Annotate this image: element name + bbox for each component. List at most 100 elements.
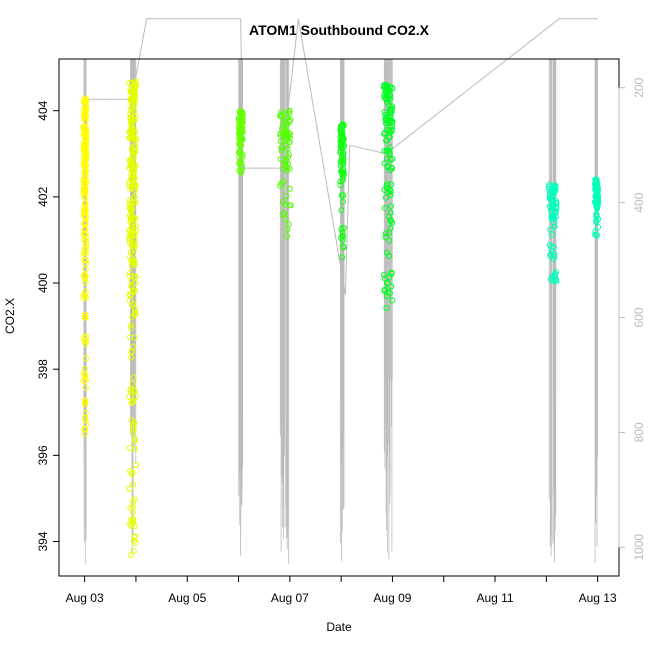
data-point (277, 112, 284, 120)
data-point (338, 192, 345, 199)
data-point (383, 249, 391, 256)
data-point (385, 128, 392, 135)
data-point (81, 123, 88, 131)
data-point (127, 236, 134, 243)
data-point (132, 273, 139, 280)
data-point (593, 232, 600, 239)
altitude-layer (83, 18, 598, 564)
data-point (239, 120, 246, 127)
data-point (127, 444, 134, 451)
data-point (81, 337, 88, 344)
data-point (82, 203, 89, 210)
data-point (592, 228, 599, 235)
data-point (236, 150, 243, 157)
data-point (128, 399, 135, 406)
data-point (127, 521, 134, 528)
data-point (129, 288, 136, 295)
data-point (127, 197, 134, 204)
data-point (126, 291, 133, 298)
data-point (548, 207, 555, 214)
data-point (128, 325, 135, 332)
data-point (547, 226, 554, 233)
data-point (383, 89, 390, 97)
y2-tick-label: 800 (632, 422, 646, 442)
data-point (127, 115, 134, 122)
x-tick-label: Aug 09 (373, 591, 411, 605)
data-point (553, 205, 560, 212)
data-point (82, 162, 90, 169)
data-point (279, 199, 287, 206)
data-point (236, 132, 243, 139)
data-point (81, 271, 88, 278)
data-point (129, 398, 136, 405)
data-point (80, 231, 88, 238)
data-point (381, 186, 388, 193)
data-point (284, 164, 291, 171)
data-point (383, 147, 390, 154)
data-point (285, 108, 292, 115)
data-point (127, 517, 134, 524)
data-point (80, 192, 88, 199)
data-point (550, 191, 557, 198)
data-point (130, 374, 137, 381)
data-point (80, 148, 88, 155)
y2-tick-label: 200 (632, 77, 646, 97)
axes-layer: Aug 03 Aug 05 Aug 07 Aug 09 Aug 11 Aug 13 394 3… (36, 77, 646, 605)
data-point (81, 273, 88, 280)
data-point (383, 293, 390, 300)
data-point (82, 414, 89, 421)
data-point (381, 287, 388, 294)
data-point (383, 304, 390, 312)
data-point (129, 314, 136, 321)
data-point (592, 182, 599, 189)
data-point (280, 178, 287, 185)
data-point (593, 181, 600, 188)
data-point (132, 309, 139, 316)
data-point (127, 248, 134, 255)
data-point (382, 194, 390, 201)
data-point (130, 398, 137, 405)
data-point (552, 269, 560, 276)
data-point (132, 461, 139, 469)
data-point (338, 207, 345, 214)
data-point (235, 124, 242, 132)
data-point (81, 156, 89, 163)
data-point (548, 214, 555, 221)
data-point (82, 238, 90, 245)
data-point (382, 234, 389, 241)
data-point (128, 522, 135, 529)
data-point (338, 132, 345, 139)
data-point (282, 192, 290, 200)
data-point (286, 185, 293, 192)
data-point (81, 365, 88, 372)
data-point (381, 160, 388, 167)
data-point (283, 233, 291, 240)
data-point (388, 181, 395, 188)
data-point (126, 269, 134, 276)
data-point (337, 143, 344, 150)
data-point (128, 135, 136, 142)
data-point (389, 155, 396, 162)
data-point (130, 429, 137, 436)
data-point (127, 282, 134, 289)
data-point (282, 215, 289, 223)
data-point (81, 397, 89, 404)
data-point (126, 393, 133, 400)
data-point (129, 283, 136, 291)
data-point (81, 334, 88, 341)
data-point (593, 218, 600, 226)
data-point (130, 116, 137, 123)
y-tick-label: 400 (36, 273, 50, 293)
x-tick-label: Aug 07 (271, 591, 309, 605)
data-point (81, 168, 88, 175)
data-point (285, 151, 292, 158)
data-point (284, 133, 291, 140)
data-point (383, 82, 390, 89)
data-point (82, 416, 89, 423)
data-point (548, 196, 555, 204)
data-point (238, 162, 245, 169)
data-point (129, 302, 136, 309)
data-point (337, 182, 344, 189)
data-point (126, 212, 133, 219)
